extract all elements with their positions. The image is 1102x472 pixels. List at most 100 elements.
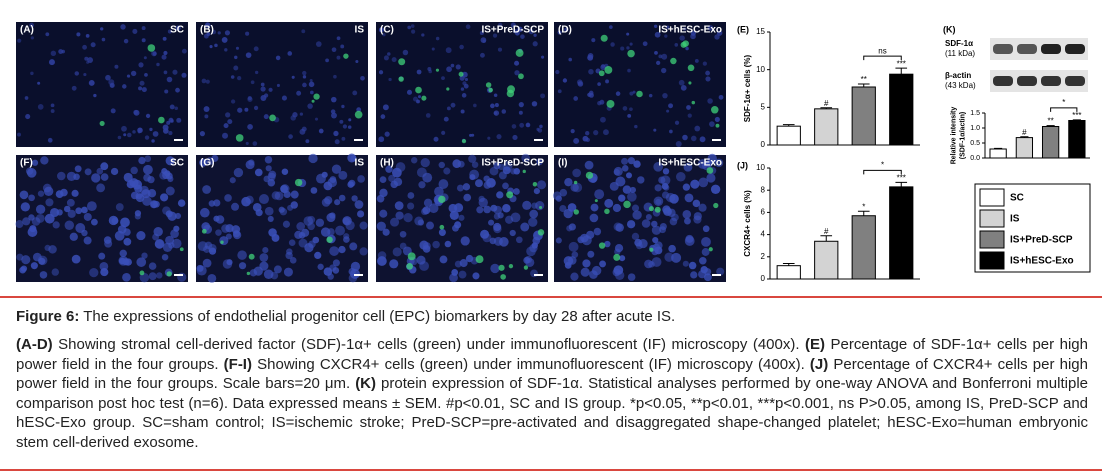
top-rule [0, 296, 1102, 298]
nucleus [714, 158, 724, 168]
nucleus [181, 48, 187, 54]
micrograph: (F) SC [15, 155, 188, 283]
significance-mark: * [862, 202, 865, 211]
nucleus [707, 25, 714, 31]
nucleus [331, 164, 342, 174]
scale-bar [354, 139, 363, 141]
nucleus [600, 116, 606, 123]
nucleus [271, 191, 281, 200]
significance-mark: *** [897, 174, 906, 183]
nucleus [418, 181, 426, 189]
nucleus [567, 203, 577, 212]
caption-run: Percentage of SDF-1α+ cells per high pow… [16, 336, 1088, 373]
nucleus [81, 229, 88, 237]
nucleus [568, 57, 572, 62]
green-cell [158, 116, 165, 124]
nucleus [674, 43, 679, 47]
bar [776, 125, 801, 146]
nucleus [175, 87, 180, 93]
green-cell [446, 87, 450, 91]
nucleus [702, 225, 710, 233]
nucleus [139, 80, 145, 86]
green-cell [687, 64, 695, 72]
nucleus [137, 127, 143, 134]
nucleus [417, 95, 422, 99]
micrograph-bg [196, 22, 368, 147]
nucleus [90, 42, 96, 48]
nucleus [620, 46, 625, 51]
nucleus [307, 103, 313, 109]
nucleus [76, 32, 81, 37]
nucleus [528, 217, 538, 227]
scale-bar [174, 274, 183, 276]
nucleus [383, 55, 389, 61]
nucleus [627, 273, 636, 281]
nucleus [648, 93, 653, 98]
green-cell [598, 70, 605, 77]
nucleus [597, 100, 602, 106]
nucleus [426, 221, 435, 230]
nucleus [621, 157, 629, 165]
nucleus [161, 54, 167, 60]
nucleus [247, 96, 253, 102]
nucleus [129, 178, 139, 188]
nucleus [450, 63, 455, 68]
nucleus [682, 134, 688, 141]
nucleus [526, 246, 536, 257]
green-cell [594, 199, 598, 203]
green-cell [313, 93, 320, 100]
nucleus [165, 156, 175, 166]
nucleus [325, 58, 329, 63]
nucleus [459, 75, 465, 81]
nucleus [627, 157, 635, 165]
green-cell [343, 53, 349, 59]
scale-bar [174, 139, 183, 141]
nucleus [492, 33, 498, 38]
nucleus [296, 222, 306, 231]
nucleus [439, 255, 448, 264]
nucleus [705, 70, 710, 76]
western-blot: SDF-1α(11 kDa) β-actin(43 kDa) [945, 38, 1088, 92]
nucleus [690, 135, 697, 142]
nucleus [17, 132, 21, 137]
nucleus [613, 166, 623, 176]
nucleus [490, 103, 495, 109]
nucleus [700, 266, 708, 274]
nucleus [52, 221, 60, 229]
y-tick-label: 5 [761, 102, 766, 111]
nucleus [416, 167, 427, 178]
bar [1068, 120, 1086, 159]
nucleus [270, 271, 279, 280]
nucleus [156, 62, 160, 67]
nucleus [441, 76, 445, 81]
nucleus [403, 213, 413, 223]
panel-letter: (A) [20, 25, 34, 36]
nucleus [661, 182, 669, 190]
green-cell [220, 240, 224, 244]
nucleus [244, 107, 249, 112]
nucleus [250, 80, 255, 85]
nucleus [714, 116, 720, 123]
blot-membrane [990, 70, 1088, 92]
nucleus [223, 123, 229, 129]
nucleus [388, 77, 392, 82]
green-cell [711, 106, 719, 114]
nucleus [141, 87, 147, 93]
green-cell [498, 264, 505, 271]
nucleus [317, 263, 324, 270]
nucleus [515, 236, 523, 244]
nucleus [651, 257, 662, 267]
nucleus [310, 187, 318, 194]
nucleus [609, 181, 619, 191]
nucleus [301, 29, 306, 34]
nucleus [88, 80, 95, 86]
nucleus [653, 162, 663, 172]
nucleus [489, 237, 497, 245]
nucleus [664, 252, 674, 262]
green-cell [715, 123, 720, 128]
nucleus [380, 114, 386, 119]
nucleus [632, 210, 642, 220]
scale-bar [712, 139, 721, 141]
nucleus [614, 243, 624, 253]
nucleus [199, 158, 208, 167]
